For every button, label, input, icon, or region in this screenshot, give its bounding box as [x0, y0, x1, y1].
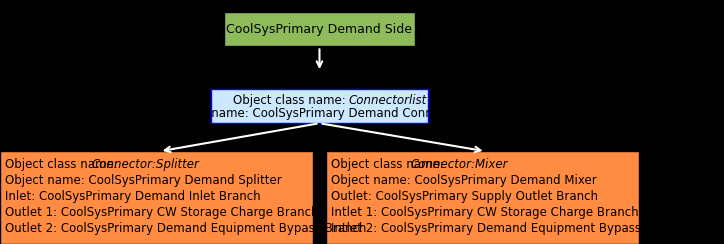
Text: Connectorlist: Connectorlist: [348, 93, 426, 107]
Text: Object class name:: Object class name:: [233, 93, 350, 107]
Text: Intlet 1: CoolSysPrimary CW Storage Charge Branch: Intlet 1: CoolSysPrimary CW Storage Char…: [331, 206, 639, 219]
Text: Connector:Splitter: Connector:Splitter: [91, 158, 199, 171]
FancyBboxPatch shape: [326, 151, 639, 244]
Text: Outlet 2: CoolSysPrimary Demand Equipment Bypass Branch: Outlet 2: CoolSysPrimary Demand Equipmen…: [5, 222, 366, 235]
Text: Object name: CoolSysPrimary Demand Splitter: Object name: CoolSysPrimary Demand Split…: [5, 174, 282, 187]
Text: Object name: CoolSysPrimary Demand Mixer: Object name: CoolSysPrimary Demand Mixer: [331, 174, 597, 187]
Text: Object name: CoolSysPrimary Demand Connectors: Object name: CoolSysPrimary Demand Conne…: [169, 107, 470, 120]
Text: CoolSysPrimary Demand Side: CoolSysPrimary Demand Side: [227, 23, 413, 36]
FancyBboxPatch shape: [0, 151, 313, 244]
Text: Object class name:: Object class name:: [331, 158, 447, 171]
Text: Outlet 1: CoolSysPrimary CW Storage Charge Branch: Outlet 1: CoolSysPrimary CW Storage Char…: [5, 206, 319, 219]
FancyBboxPatch shape: [224, 12, 416, 46]
Text: Outlet: CoolSysPrimary Supply Outlet Branch: Outlet: CoolSysPrimary Supply Outlet Bra…: [331, 190, 598, 203]
Text: Connector:Mixer: Connector:Mixer: [411, 158, 508, 171]
FancyBboxPatch shape: [211, 89, 428, 123]
Text: Object class name:: Object class name:: [5, 158, 122, 171]
Text: Inlet: CoolSysPrimary Demand Inlet Branch: Inlet: CoolSysPrimary Demand Inlet Branc…: [5, 190, 261, 203]
Text: Intlet 2: CoolSysPrimary Demand Equipment Bypass Branch: Intlet 2: CoolSysPrimary Demand Equipmen…: [331, 222, 686, 235]
